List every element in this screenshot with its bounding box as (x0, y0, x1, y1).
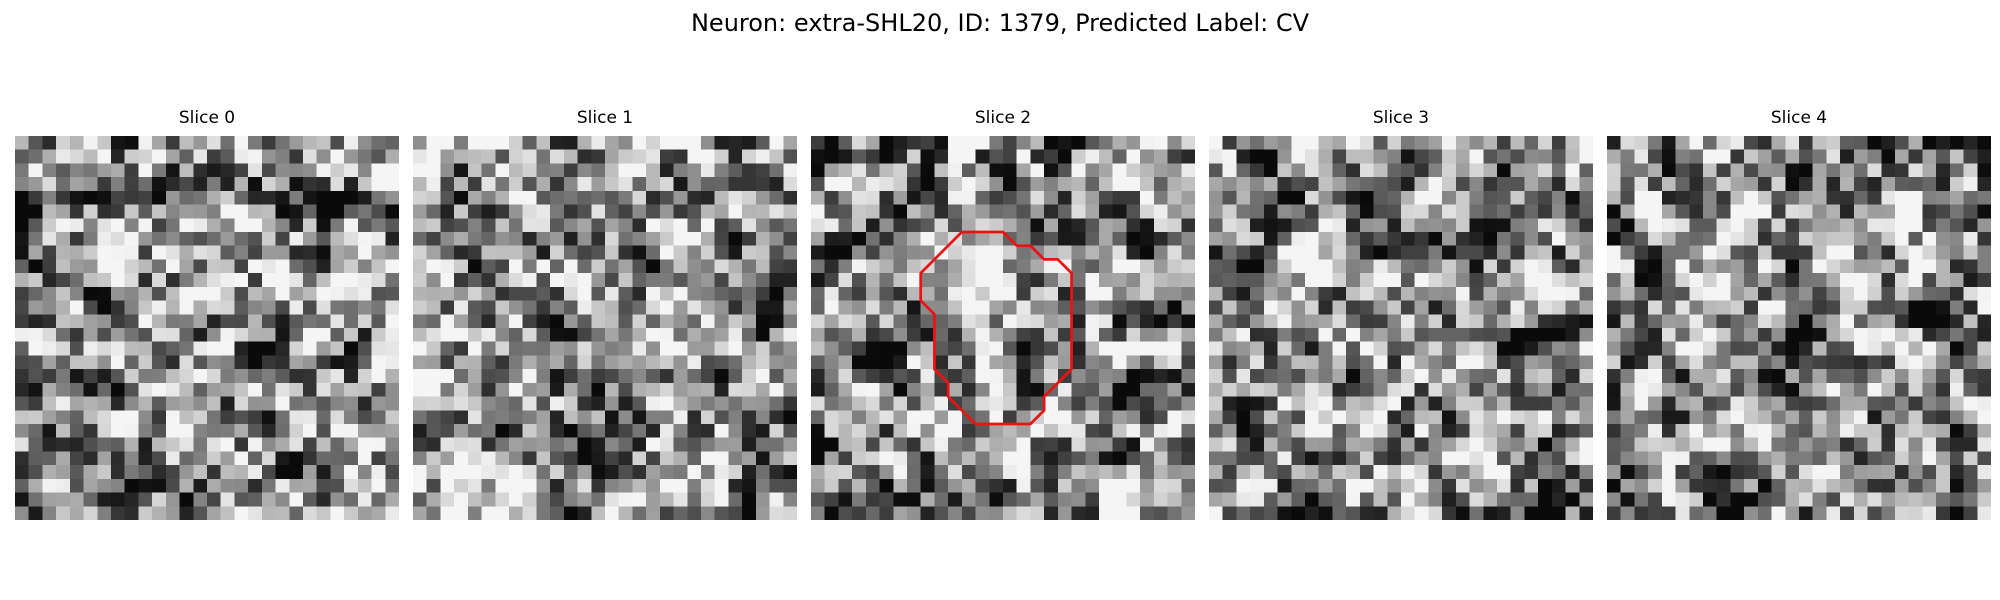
slice-title: Slice 1 (576, 108, 634, 128)
slice-panel-3: Slice 3 (1209, 108, 1593, 520)
slice-title: Slice 0 (178, 108, 236, 128)
slice-panel-4: Slice 4 (1607, 108, 1991, 520)
slice-image (413, 136, 797, 520)
slice-title: Slice 4 (1770, 108, 1828, 128)
slice-image (811, 136, 1195, 520)
slice-panel-0: Slice 0 (15, 108, 399, 520)
slice-panel-2: Slice 2 (811, 108, 1195, 520)
slice-title: Slice 2 (974, 108, 1032, 128)
slice-image (1607, 136, 1991, 520)
figure-title: Neuron: extra-SHL20, ID: 1379, Predicted… (690, 9, 1310, 37)
slice-panel-1: Slice 1 (413, 108, 797, 520)
slice-title: Slice 3 (1372, 108, 1430, 128)
slice-image (1209, 136, 1593, 520)
slice-image (15, 136, 399, 520)
